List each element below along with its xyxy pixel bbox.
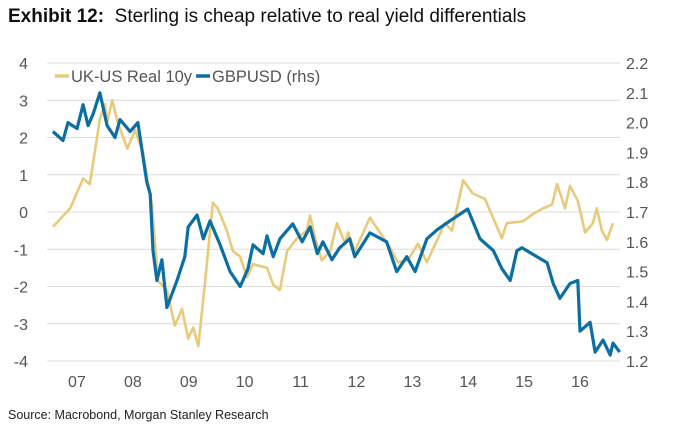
right-axis-ticks: 2.2 2.1 2.0 1.9 1.8 1.7 1.6 1.5 1.4 1.3 1.2 <box>626 56 648 371</box>
x-tick-label: 16 <box>571 374 589 391</box>
right-tick-label: 2.2 <box>626 56 648 73</box>
x-tick-label: 12 <box>348 374 366 391</box>
series-line-gbpusd <box>51 91 621 357</box>
x-tick-label: 15 <box>515 374 533 391</box>
right-tick-label: 1.3 <box>626 324 648 341</box>
x-tick-label: 07 <box>68 374 86 391</box>
right-tick-label: 1.6 <box>626 235 648 252</box>
x-tick-label: 10 <box>236 374 254 391</box>
left-tick-label: -3 <box>14 317 28 334</box>
x-tick-label: 09 <box>180 374 198 391</box>
gridlines <box>47 62 620 362</box>
left-axis-ticks: 4 3 2 1 0 -1 -2 -3 -4 <box>14 56 28 371</box>
source-note: Source: Macrobond, Morgan Stanley Resear… <box>8 408 269 422</box>
x-tick-label: 13 <box>403 374 421 391</box>
right-tick-label: 1.5 <box>626 265 648 282</box>
left-tick-label: 1 <box>19 168 28 185</box>
left-tick-label: -2 <box>14 280 28 297</box>
exhibit-label: Exhibit 12: <box>8 6 105 27</box>
x-tick-label: 11 <box>292 374 309 391</box>
left-tick-label: 2 <box>19 131 28 148</box>
right-tick-label: 1.8 <box>626 175 648 192</box>
left-tick-label: 4 <box>19 56 28 73</box>
left-tick-label: -1 <box>14 242 28 259</box>
right-tick-label: 2.0 <box>626 116 648 133</box>
x-tick-label: 14 <box>459 374 477 391</box>
right-tick-label: 2.1 <box>626 86 648 103</box>
right-tick-label: 1.7 <box>626 205 648 222</box>
legend-label: UK-US Real 10y <box>71 68 193 86</box>
x-tick-label: 08 <box>124 374 142 391</box>
legend: UK-US Real 10y GBPUSD (rhs) <box>55 68 320 86</box>
right-tick-label: 1.4 <box>626 294 648 311</box>
right-tick-label: 1.2 <box>626 354 648 371</box>
left-tick-label: 3 <box>19 93 28 110</box>
left-tick-label: -4 <box>14 354 28 371</box>
series-lines <box>51 91 621 357</box>
chart-title: Exhibit 12: Sterling is cheap relative t… <box>8 6 526 28</box>
legend-label: GBPUSD (rhs) <box>212 68 320 86</box>
left-tick-label: 0 <box>19 205 28 222</box>
x-axis-ticks: 07 08 09 10 11 12 13 14 15 16 <box>68 374 589 391</box>
right-tick-label: 1.9 <box>626 145 648 162</box>
title-text: Sterling is cheap relative to real yield… <box>114 6 527 27</box>
